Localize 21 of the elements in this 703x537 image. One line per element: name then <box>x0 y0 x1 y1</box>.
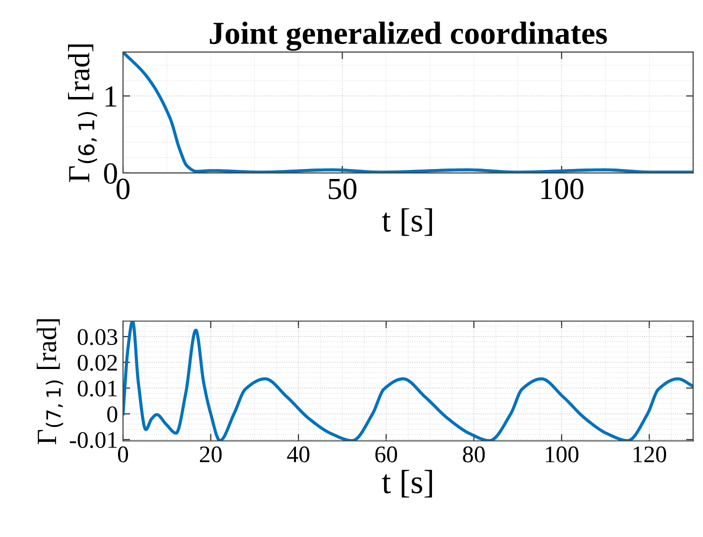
x-tick-label: 40 <box>287 446 310 462</box>
x-tick-label: 60 <box>375 446 398 462</box>
x-tick-label: 100 <box>546 446 578 462</box>
x-tick-label: 0 <box>118 446 128 462</box>
x-tick-label: 100 <box>541 178 584 200</box>
y-tick-label: 0 <box>104 163 117 184</box>
y-tick-label: 0 <box>107 406 118 422</box>
y-tick-label: 0.03 <box>78 329 118 346</box>
y-tick-label: 0.02 <box>78 354 117 371</box>
y-tick-label: -0.01 <box>70 432 117 448</box>
y-axis-title: Γ$_{(7,1)}$ [rad] <box>36 319 64 444</box>
y-tick-label: 1 <box>106 86 116 107</box>
x-axis-title: t [s] <box>382 208 432 236</box>
x-tick-label: 120 <box>634 446 666 462</box>
x-tick-label: 20 <box>200 446 222 462</box>
x-tick-label: 80 <box>462 446 485 462</box>
chart-title: Joint generalized coordinates <box>210 22 607 51</box>
y-tick-label: 0.01 <box>78 380 117 397</box>
x-tick-label: 50 <box>328 178 356 200</box>
x-axis-title: t [s] <box>382 470 432 498</box>
y-axis-title: Γ$_{(6,1)}$ [rad] <box>68 44 98 182</box>
